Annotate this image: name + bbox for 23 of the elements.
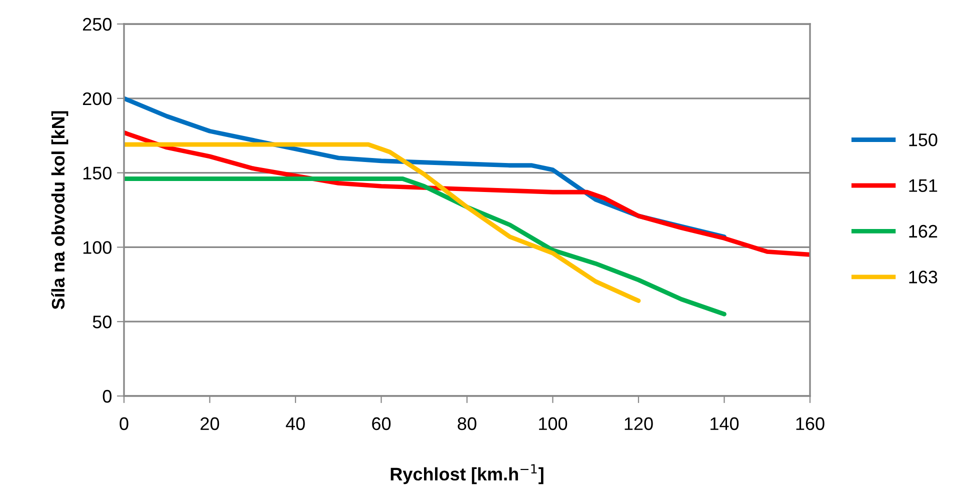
line-series xyxy=(124,176,726,316)
y-tick-label: 100 xyxy=(83,241,112,254)
x-tick-label: 0 xyxy=(120,417,128,430)
x-tick-label: 40 xyxy=(286,417,305,430)
x-tick-label: 160 xyxy=(796,417,824,430)
y-tick-label: 50 xyxy=(92,316,112,328)
x-tick-label: 140 xyxy=(710,417,739,430)
x-tick-label: 80 xyxy=(458,417,476,430)
legend-label: 150 xyxy=(909,133,938,146)
x-tick-label: 120 xyxy=(624,417,653,430)
y-tick-label: 250 xyxy=(82,18,112,31)
legend-label: 163 xyxy=(909,270,938,284)
x-axis-title: Rychlost [km.h$^{−1}$] xyxy=(390,464,544,484)
x-tick-label: 60 xyxy=(372,417,391,430)
legend-label: 151 xyxy=(909,179,938,192)
x-tick-label: 100 xyxy=(539,417,568,430)
y-tick-label: 150 xyxy=(83,166,112,180)
legend-label: 162 xyxy=(909,224,938,238)
line-series xyxy=(124,142,641,303)
y-axis-title: Síla na obvodu kol [kN] xyxy=(51,111,68,310)
x-tick-label: 20 xyxy=(200,417,220,430)
y-tick-label: 200 xyxy=(82,92,112,106)
y-tick-label: 0 xyxy=(102,390,112,403)
